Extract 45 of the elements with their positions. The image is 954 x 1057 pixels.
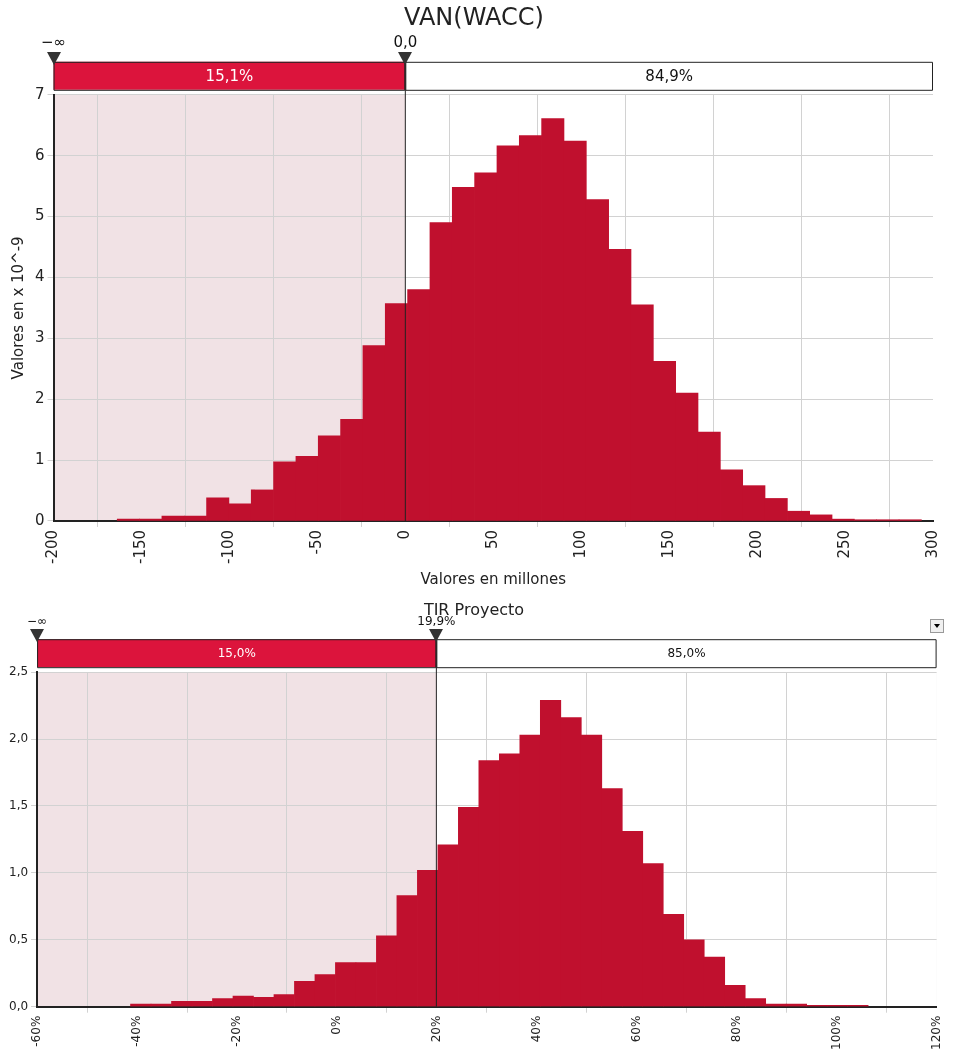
x-tick-label: 0% <box>329 1015 344 1035</box>
x-tick-label: -40% <box>129 1015 144 1047</box>
band-label: 85,0% <box>667 646 706 661</box>
x-tick-label: -20% <box>229 1015 244 1047</box>
chart-title: VAN(WACC) <box>404 2 544 31</box>
ref-line-label: 0,0 <box>393 33 418 52</box>
y-tick-label: 0,0 <box>8 998 29 1013</box>
y-tick-label: 4 <box>35 267 45 286</box>
x-tick-label: 300 <box>922 529 941 559</box>
y-tick-label: 6 <box>35 145 45 164</box>
x-axis-title: Valores en millones <box>420 569 567 588</box>
x-tick-label: 0 <box>395 529 414 540</box>
y-tick-label: 2 <box>35 389 45 408</box>
y-tick-label: 0,5 <box>8 931 29 946</box>
x-tick-label: 60% <box>628 1015 643 1043</box>
x-tick-label: 200 <box>747 529 765 559</box>
y-tick-label: 2,5 <box>8 664 29 679</box>
y-tick-label: 3 <box>35 328 45 347</box>
y-tick-label: 1,0 <box>8 865 29 880</box>
band-label: 15,1% <box>205 66 254 85</box>
x-tick-label: 20% <box>428 1015 443 1043</box>
text: −∞ <box>41 33 67 52</box>
x-tick-label: -60% <box>29 1015 44 1047</box>
x-tick-label: 40% <box>528 1015 543 1043</box>
x-tick-label: 100 <box>571 529 590 559</box>
x-tick-label: 250 <box>834 529 853 559</box>
x-tick-label: 150 <box>659 529 678 559</box>
x-tick-label: 100% <box>828 1015 843 1051</box>
x-tick-label: -50 <box>307 529 326 555</box>
x-tick-label: -200 <box>43 529 62 564</box>
x-tick-label: 80% <box>728 1015 743 1043</box>
y-tick-label: 7 <box>35 84 45 103</box>
y-tick-label: 0 <box>35 510 45 529</box>
x-tick-label: -100 <box>219 529 238 564</box>
text: −∞ <box>27 614 48 629</box>
band-label: 84,9% <box>645 66 693 85</box>
y-tick-label: 5 <box>35 206 45 225</box>
x-tick-label: 120% <box>928 1015 943 1051</box>
band-label: 15,0% <box>217 646 256 661</box>
y-axis-title: Valores en x 10^-9 <box>8 236 27 380</box>
y-tick-label: 1 <box>35 449 45 468</box>
x-tick-label: -150 <box>131 529 150 564</box>
x-tick-label: 50 <box>483 529 502 550</box>
y-tick-label: 1,5 <box>8 798 29 813</box>
y-tick-label: 2,0 <box>8 731 29 746</box>
